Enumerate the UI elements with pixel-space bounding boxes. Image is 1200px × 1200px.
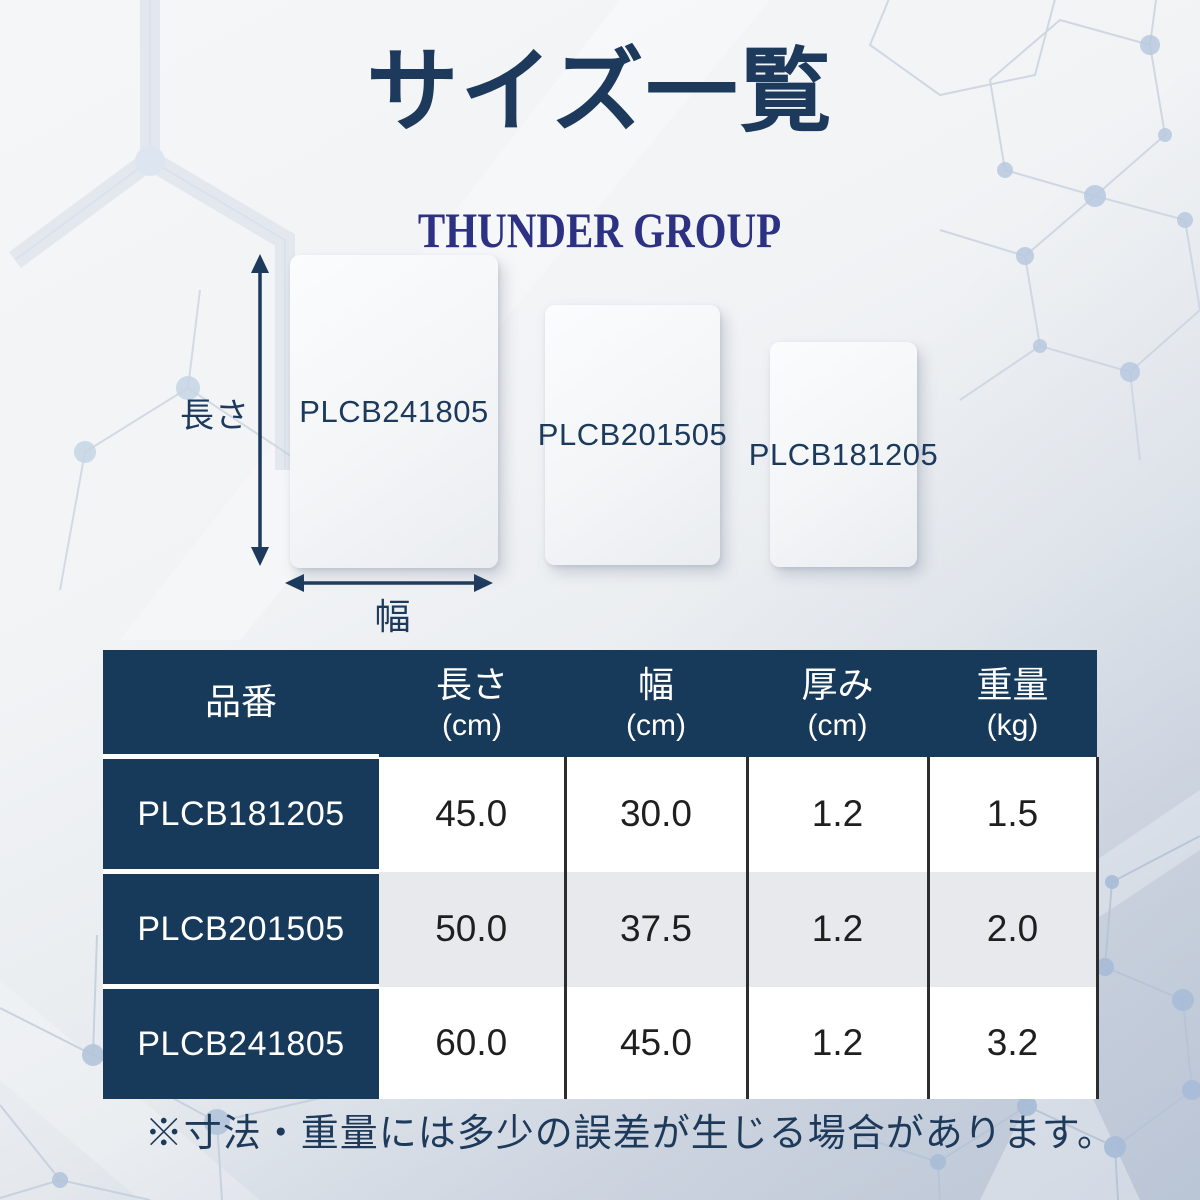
cell-width: 37.5 <box>565 871 749 987</box>
cell-length: 60.0 <box>379 986 567 1099</box>
hex-pattern-top-left <box>9 0 295 470</box>
cell-width: 30.0 <box>565 756 749 872</box>
cell-weight: 1.5 <box>928 756 1099 872</box>
hex-nodes-bottom-right <box>930 875 1200 1170</box>
cutting-board-large: PLCB241805 <box>290 255 498 568</box>
hex-nodes-top-right <box>997 35 1193 382</box>
cutting-board-medium: PLCB201505 <box>538 305 727 565</box>
header-weight: 重量 (kg) <box>928 650 1097 757</box>
brand-name: THUNDER GROUP <box>0 202 1200 260</box>
length-dimension-label: 長さ <box>180 397 250 435</box>
board-label: PLCB201505 <box>537 417 728 452</box>
table-row: PLCB241805 60.0 45.0 1.2 3.2 <box>103 984 1099 1099</box>
tolerance-footnote: ※寸法・重量には多少の誤差が生じる場合があります。 <box>144 1113 1116 1155</box>
cell-length: 45.0 <box>379 756 567 872</box>
board-label: PLCB241805 <box>299 393 489 429</box>
board-label: PLCB181205 <box>748 436 939 472</box>
table-row: PLCB181205 45.0 30.0 1.2 1.5 <box>103 754 1099 872</box>
header-thickness: 厚み (cm) <box>747 650 928 757</box>
width-dimension-label: 幅 <box>374 596 412 637</box>
cutting-board-small: PLCB181205 <box>749 342 938 567</box>
page-title: サイズ一覧 <box>366 41 834 143</box>
header-width: 幅 (cm) <box>565 650 747 757</box>
header-length: 長さ (cm) <box>379 650 565 757</box>
cell-width: 45.0 <box>565 986 749 1099</box>
cell-thickness: 1.2 <box>747 756 930 872</box>
cell-length: 50.0 <box>379 871 567 987</box>
header-part-no: 品番 <box>103 650 379 757</box>
table-row: PLCB201505 50.0 37.5 1.2 2.0 <box>103 869 1099 987</box>
cell-weight: 2.0 <box>928 871 1099 987</box>
hex-nodes-bottom-left <box>52 1044 230 1188</box>
cell-part-no: PLCB201505 <box>103 869 379 987</box>
hex-nodes-mid-left <box>74 376 200 463</box>
cell-part-no: PLCB181205 <box>103 754 379 872</box>
size-table: 品番 長さ (cm) 幅 (cm) 厚み (cm) 重量 (kg) PLCB181205… <box>103 650 1099 1099</box>
table-header-row: 品番 長さ (cm) 幅 (cm) 厚み (cm) 重量 (kg) <box>103 650 1097 757</box>
cell-weight: 3.2 <box>928 986 1099 1099</box>
cell-thickness: 1.2 <box>747 986 930 1099</box>
cell-thickness: 1.2 <box>747 871 930 987</box>
brand-name-text: THUNDER GROUP <box>418 202 782 258</box>
cell-part-no: PLCB241805 <box>103 984 379 1099</box>
